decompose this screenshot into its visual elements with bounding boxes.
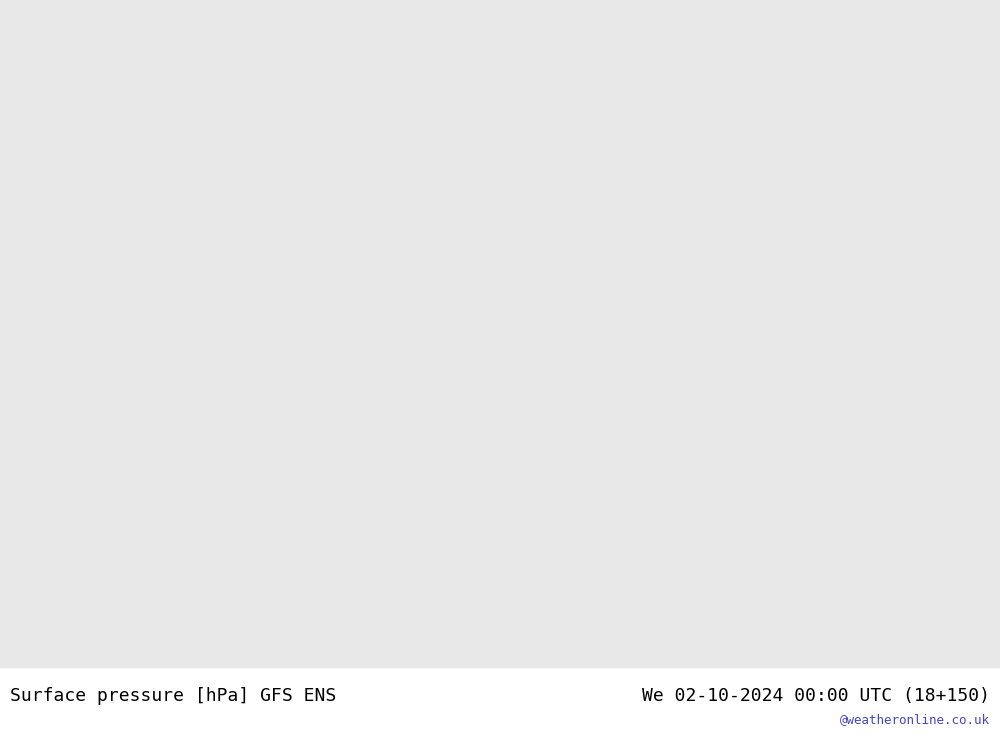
Text: Surface pressure [hPa] GFS ENS: Surface pressure [hPa] GFS ENS: [10, 688, 336, 705]
Text: 1015: 1015: [130, 625, 157, 657]
Text: We 02-10-2024 00:00 UTC (18+150): We 02-10-2024 00:00 UTC (18+150): [642, 688, 990, 705]
Text: @weatheronline.co.uk: @weatheronline.co.uk: [840, 712, 990, 726]
